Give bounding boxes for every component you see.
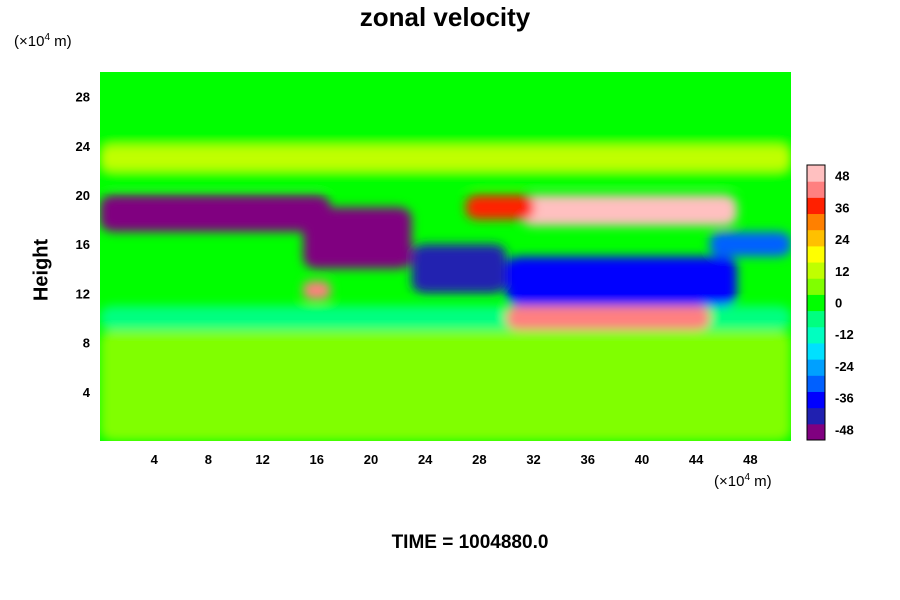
field-feature-6 [411,244,507,294]
x-tick-label: 36 [581,452,595,467]
x-tick-label: 16 [310,452,324,467]
x-tick-label: 48 [743,452,757,467]
field-feature-4 [100,195,331,232]
colorbar-swatch [807,245,825,263]
colorbar-tick-label: 48 [835,169,849,184]
x-tick-label: 20 [364,452,378,467]
x-tick-label: 44 [689,452,704,467]
colorbar-swatch [807,423,825,441]
field-feature-5 [303,207,412,269]
field-feature-3 [100,145,791,171]
x-tick-label: 12 [255,452,269,467]
colorbar-swatch [807,375,825,392]
colorbar-swatch [807,359,825,376]
x-unit-exponent: 4 [744,472,751,483]
y-unit-prefix: (×10 [14,33,45,50]
field-feature-11 [506,305,710,331]
field-feature-12 [303,281,331,300]
colorbar-swatch [807,165,825,182]
y-axis-unit: (×104 m) [14,32,72,50]
colorbar-frame [806,164,826,441]
colorbar-tick-label: -12 [835,327,854,342]
field-feature-9 [520,195,737,226]
colorbar-swatch [807,278,825,295]
x-tick-label: 24 [418,452,433,467]
field-feature-7 [506,256,737,306]
x-tick-label: 40 [635,452,649,467]
x-axis-unit: (×104 m) [714,472,772,490]
colorbar-swatch [807,197,825,215]
plot-area [100,72,791,441]
field-features [100,72,791,441]
colorbar-swatch [807,229,825,247]
colorbar-swatch [807,391,825,409]
colorbar-tick-label: -36 [835,391,854,406]
colorbar-tick-label: 24 [835,232,850,247]
colorbar-tick-label: -48 [835,422,854,437]
colorbar-tick-label: 12 [835,264,849,279]
x-unit-suffix: m) [750,473,772,490]
y-unit-exponent: 4 [44,32,51,43]
colorbar-swatch [807,310,825,328]
field-layer [100,72,791,441]
field-feature-10 [465,195,534,220]
colorbar-swatch [807,326,825,344]
colorbar-tick-label: 0 [835,296,842,311]
y-tick-label: 20 [76,188,90,203]
y-tick-label: 28 [76,90,90,105]
colorbar-tick-label: -24 [835,359,855,374]
time-label: TIME = 1004880.0 [391,532,549,553]
colorbar-swatch [807,262,825,279]
x-tick-label: 28 [472,452,486,467]
field-feature-0 [100,330,791,441]
y-tick-label: 4 [83,385,91,400]
colorbar-swatch [807,342,825,360]
colorbar-swatch [807,213,825,231]
y-axis-ticks: 4 8 12 16 20 24 28 [76,90,91,400]
x-tick-label: 32 [526,452,540,467]
x-axis-ticks: 4 8 12 16 20 24 28 32 36 40 44 48 [151,452,758,467]
y-unit-suffix: m) [50,33,72,50]
colorbar-swatch [807,181,825,198]
x-tick-label: 8 [205,452,212,467]
y-tick-label: 16 [76,237,90,252]
field-feature-8 [709,231,791,257]
colorbar-tick-label: 36 [835,200,849,215]
colorbar: 48 36 24 12 0 -12 -24 -36 -48 [806,164,855,441]
y-tick-label: 12 [76,286,90,301]
y-tick-label: 8 [83,336,90,351]
colorbar-swatch [807,294,825,312]
x-unit-prefix: (×10 [714,473,745,490]
colorbar-swatch [807,407,825,425]
y-tick-label: 24 [76,139,91,154]
chart-title: zonal velocity [359,2,531,32]
x-tick-label: 4 [151,452,159,467]
